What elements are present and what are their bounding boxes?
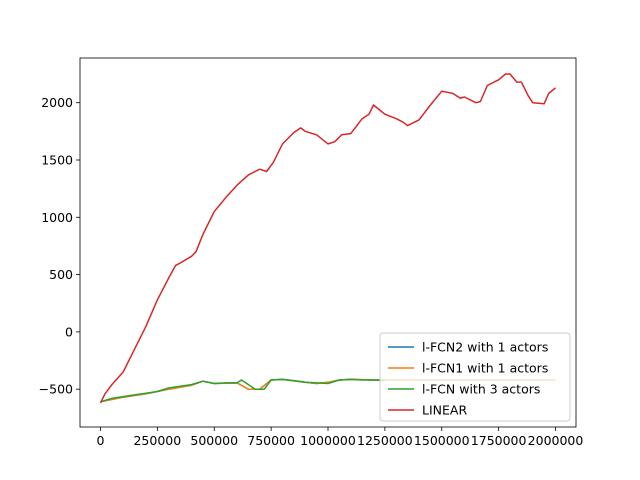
x-tick-label: 1000000 bbox=[300, 433, 356, 448]
legend-label: l-FCN1 with 1 actors bbox=[422, 361, 548, 376]
legend-label: LINEAR bbox=[422, 403, 467, 418]
x-tick-label: 1250000 bbox=[357, 433, 413, 448]
x-tick-label: 2000000 bbox=[528, 433, 584, 448]
x-tick-label: 250000 bbox=[133, 433, 181, 448]
y-tick-label: 1000 bbox=[41, 210, 73, 225]
x-tick-label: 1750000 bbox=[471, 433, 527, 448]
legend: l-FCN2 with 1 actors l-FCN1 with 1 actors… bbox=[379, 332, 571, 422]
series-line-2 bbox=[100, 378, 385, 403]
y-tick-label: −500 bbox=[39, 382, 73, 397]
y-tick-label: 2000 bbox=[41, 95, 73, 110]
x-axis-ticks: 0 250000 500000 750000 1000000 1250000 1500000… bbox=[97, 427, 584, 448]
x-tick-label: 0 bbox=[97, 433, 105, 448]
x-tick-label: 750000 bbox=[247, 433, 295, 448]
legend-label: l-FCN with 3 actors bbox=[422, 382, 540, 397]
series-line-3 bbox=[99, 73, 556, 404]
y-tick-label: 0 bbox=[65, 324, 73, 339]
y-tick-label: 1500 bbox=[41, 152, 73, 167]
legend-box bbox=[379, 332, 571, 422]
x-tick-label: 1500000 bbox=[414, 433, 470, 448]
y-tick-label: 500 bbox=[49, 267, 73, 282]
legend-label: l-FCN2 with 1 actors bbox=[422, 340, 548, 355]
y-axis-ticks: −500 0 500 1000 1500 2000 bbox=[39, 95, 80, 397]
x-tick-label: 500000 bbox=[190, 433, 238, 448]
